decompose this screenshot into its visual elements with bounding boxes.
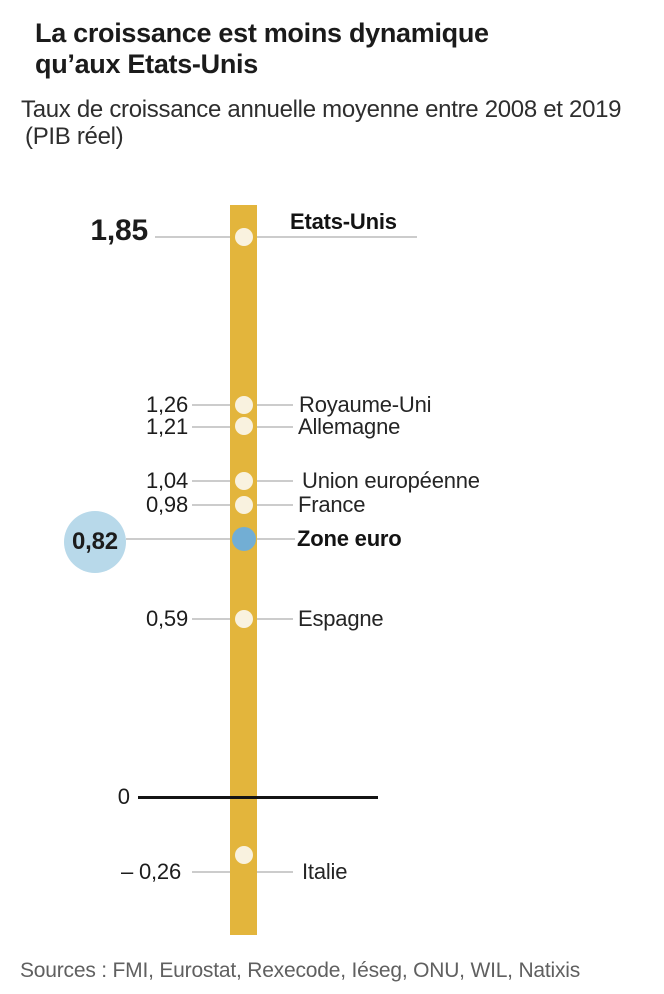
value-label: 1,04	[145, 468, 188, 493]
zero-axis-line	[138, 796, 378, 799]
value-label: – 0,26	[121, 859, 181, 884]
value-label: 1,26	[145, 392, 188, 417]
connector-line	[155, 236, 417, 238]
chart-subtitle-line2: (PIB réel)	[25, 123, 124, 150]
country-label: Royaume-Uni	[299, 392, 432, 417]
value-label: 0,59	[145, 606, 188, 631]
country-label: Zone euro	[297, 526, 402, 551]
data-dot	[234, 496, 253, 514]
country-label: Allemagne	[298, 414, 401, 439]
value-label: 1,21	[145, 414, 188, 439]
chart-subtitle: Taux de croissance annuelle moyenne entr…	[21, 96, 651, 150]
zero-axis-label: 0	[117, 784, 130, 809]
highlight-data-dot	[231, 527, 256, 551]
connector-line	[126, 538, 295, 540]
vertical-value-bar	[230, 205, 257, 935]
sources-note: Sources : FMI, Eurostat, Rexecode, Iéseg…	[20, 959, 581, 982]
highlight-circle	[64, 511, 126, 573]
data-dot	[234, 228, 253, 246]
data-dot	[234, 396, 253, 414]
country-label: Etats-Unis	[290, 209, 397, 234]
chart-title-line2: qu’aux Etats-Unis	[35, 49, 258, 79]
country-label: France	[298, 492, 366, 517]
country-label: Union européenne	[302, 468, 480, 493]
chart-title: La croissance est moins dynamique qu’aux …	[35, 18, 635, 80]
value-label: 1,85	[90, 214, 148, 247]
data-dot	[234, 472, 253, 490]
value-label: 0,82	[72, 528, 118, 555]
country-label: Espagne	[298, 606, 384, 631]
value-label: 0,98	[145, 492, 188, 517]
country-label: Italie	[302, 859, 348, 884]
data-dot	[234, 417, 253, 435]
data-dot	[234, 846, 253, 864]
data-dot	[234, 610, 253, 628]
chart-title-line1: La croissance est moins dynamique	[35, 18, 489, 48]
chart-subtitle-line1: Taux de croissance annuelle moyenne entr…	[21, 96, 622, 123]
